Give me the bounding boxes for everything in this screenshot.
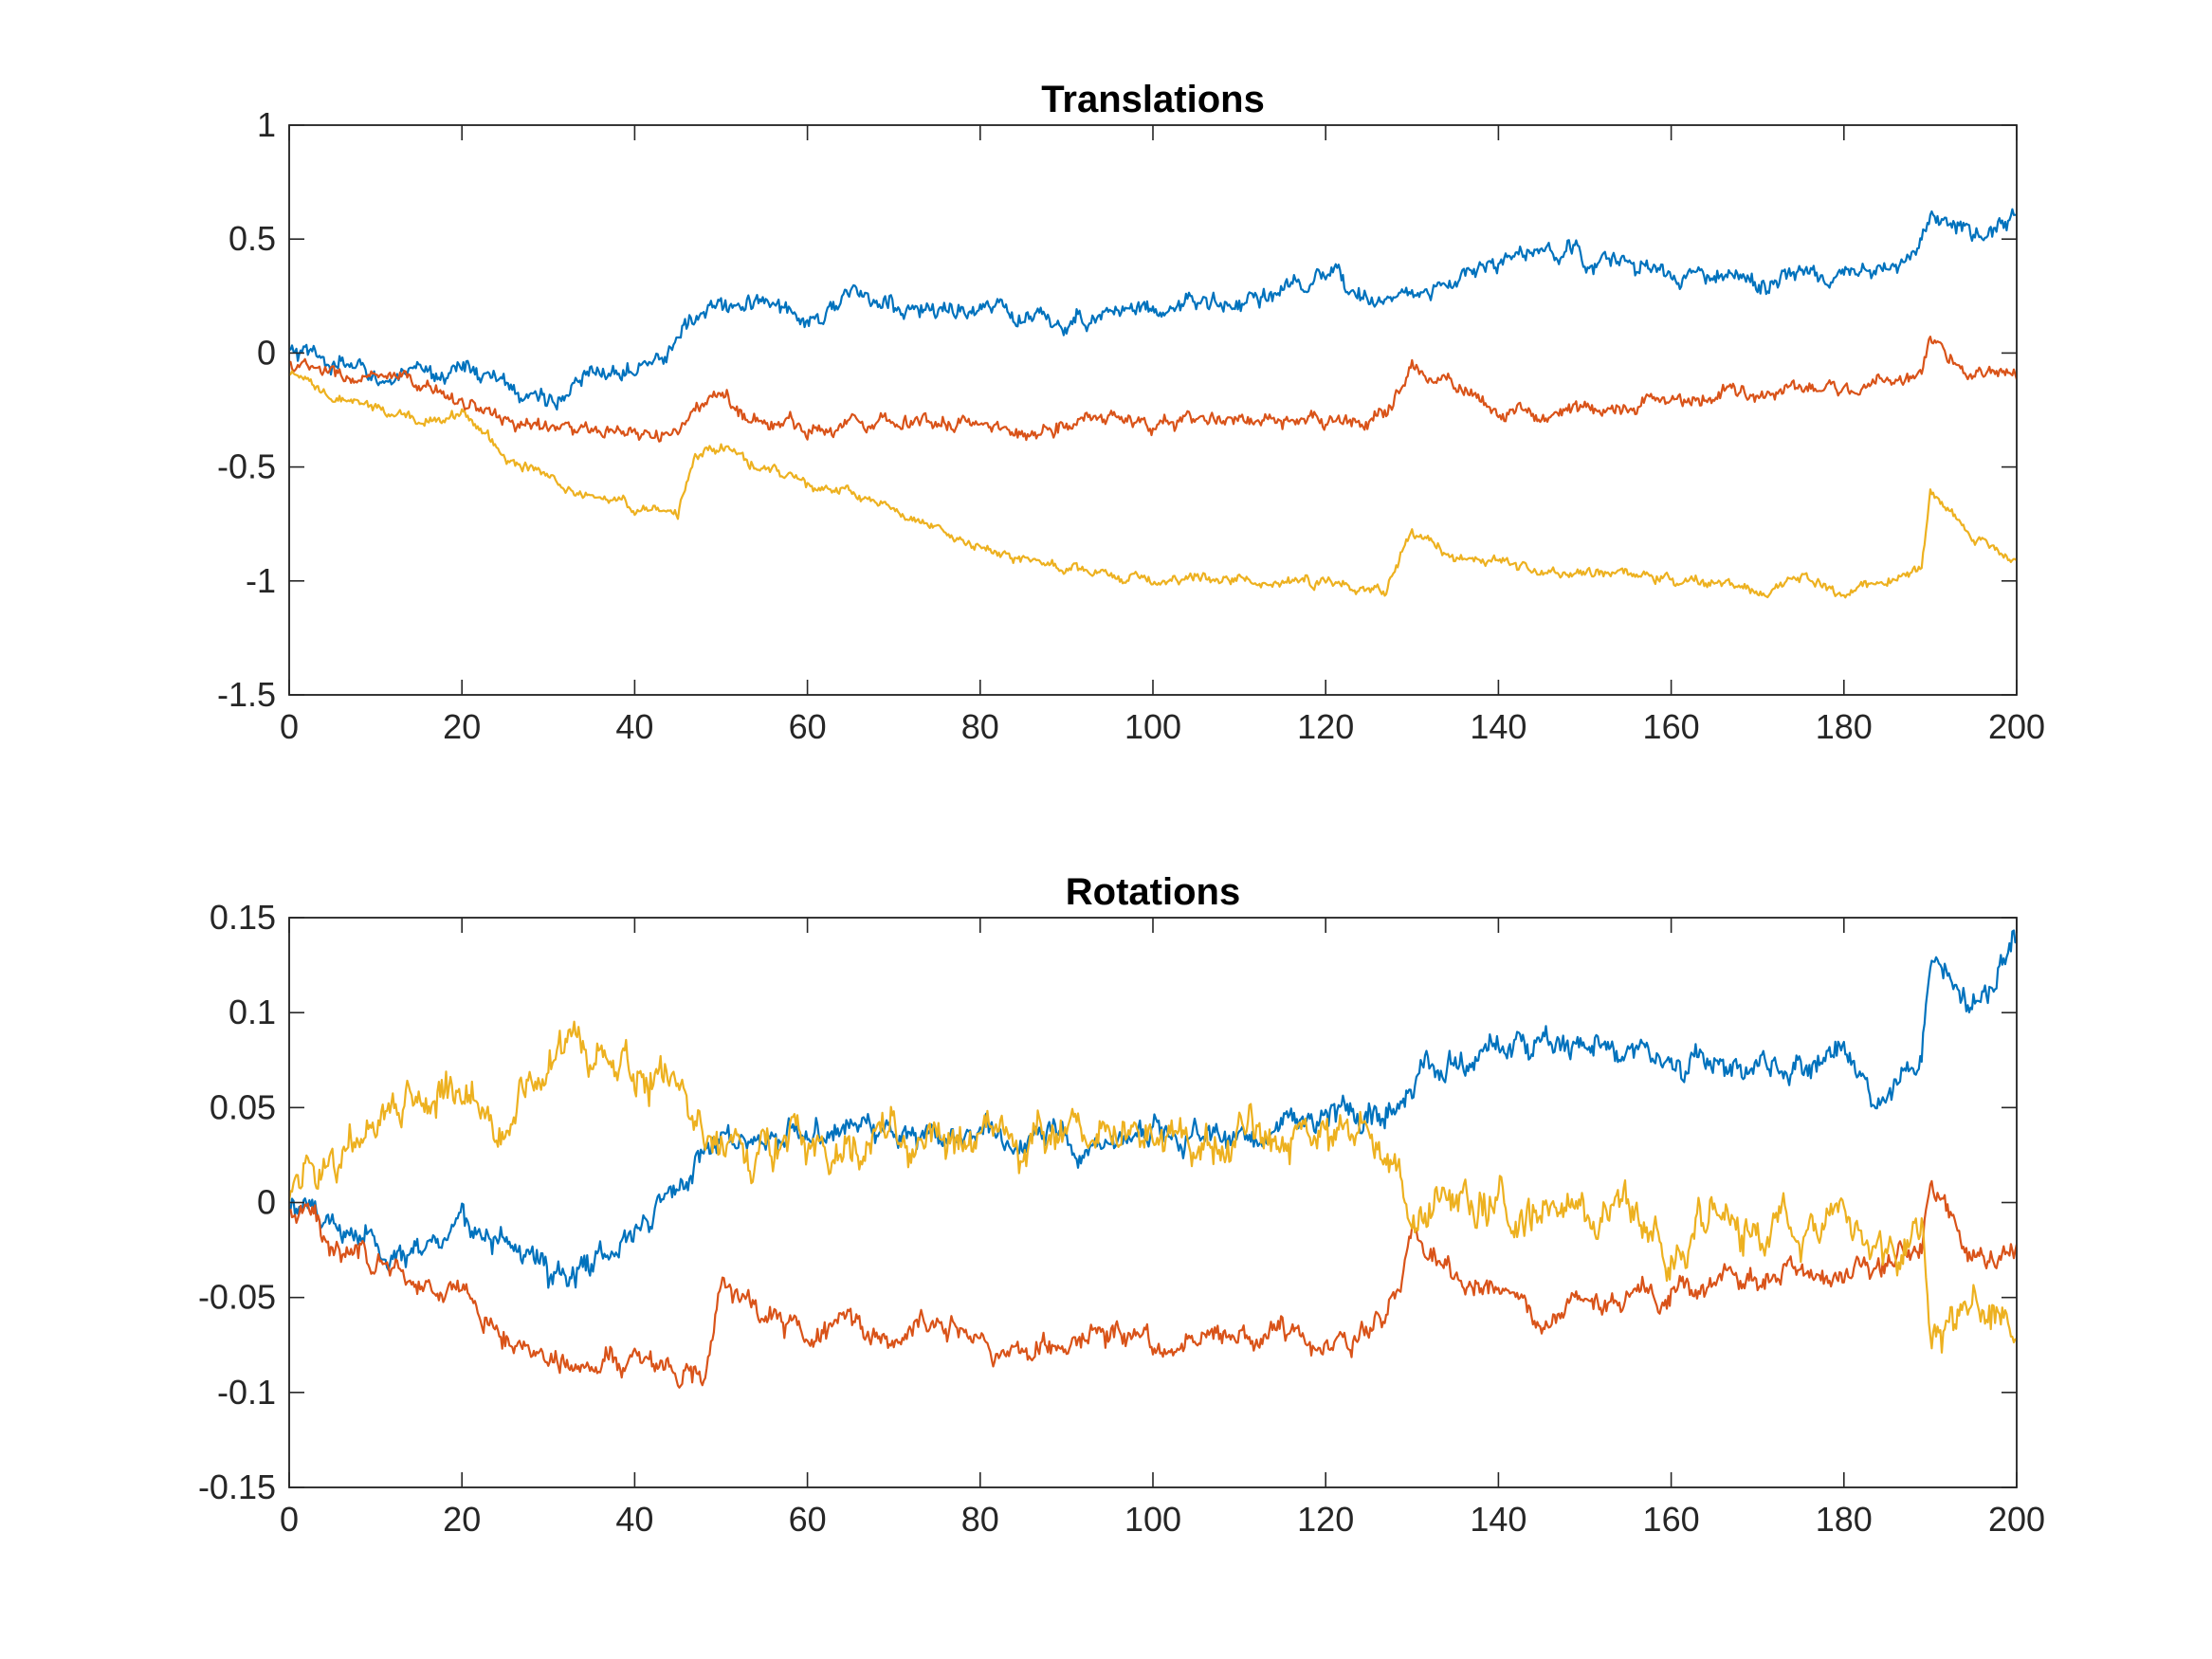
x-tick-label: 40: [615, 707, 653, 746]
series-line-3: [289, 1020, 2017, 1354]
y-tick-label: -0.15: [198, 1468, 276, 1506]
y-tick-label: 0.05: [210, 1087, 276, 1126]
series-line-3: [289, 370, 2017, 599]
y-tick-label: 0.15: [210, 898, 276, 937]
x-tick-label: 120: [1297, 1500, 1354, 1539]
x-tick-label: 60: [789, 707, 827, 746]
x-tick-label: 180: [1816, 707, 1873, 746]
series-group: [289, 208, 2017, 599]
x-tick-label: 180: [1816, 1500, 1873, 1539]
x-tick-label: 0: [280, 707, 299, 746]
x-tick-label: 0: [280, 1500, 299, 1539]
plot-area: [288, 124, 2018, 696]
rotations-subplot: 0 20 40 60 80 100 120 140 160 180 200 -0.15 -0.1 -0.0…: [198, 871, 2045, 1539]
y-tick-label: 0.5: [229, 219, 276, 258]
x-tick-label: 100: [1124, 707, 1181, 746]
series-line-2: [289, 1179, 2017, 1389]
y-tick-label: 1: [257, 105, 276, 144]
x-tick-label: 160: [1643, 707, 1700, 746]
y-tick-label: -0.5: [217, 447, 276, 486]
y-tick-label: 0: [257, 1183, 276, 1222]
series-line-1: [289, 929, 2017, 1289]
y-tick-label: -0.1: [217, 1373, 276, 1412]
chart-title: Translations: [1041, 79, 1265, 120]
x-tick-label: 160: [1643, 1500, 1700, 1539]
chart-title: Rotations: [1066, 871, 1240, 913]
plot-area: [288, 917, 2018, 1488]
series-group: [289, 929, 2017, 1389]
x-tick-label: 140: [1470, 1500, 1526, 1539]
translations-subplot: 0 20 40 60 80 100 120 140 160 180 200 -1.5 -1 -0.5 0 0.…: [217, 79, 2045, 746]
x-tick-label: 80: [961, 1500, 999, 1539]
series-line-1: [289, 208, 2017, 411]
x-tick-label: 20: [443, 1500, 481, 1539]
x-tick-label: 40: [615, 1500, 653, 1539]
x-tick-label: 80: [961, 707, 999, 746]
x-tick-label: 200: [1988, 707, 2045, 746]
x-tick-label: 140: [1470, 707, 1526, 746]
y-tick-label: -1: [246, 561, 276, 600]
y-tick-label: -0.05: [198, 1278, 276, 1317]
y-tick-label: 0.1: [229, 993, 276, 1031]
x-tick-label: 120: [1297, 707, 1354, 746]
x-tick-label: 200: [1988, 1500, 2045, 1539]
x-tick-label: 100: [1124, 1500, 1181, 1539]
y-tick-label: 0: [257, 333, 276, 372]
x-tick-label: 20: [443, 707, 481, 746]
y-tick-label: -1.5: [217, 675, 276, 714]
x-tick-label: 60: [789, 1500, 827, 1539]
series-line-2: [289, 336, 2017, 443]
